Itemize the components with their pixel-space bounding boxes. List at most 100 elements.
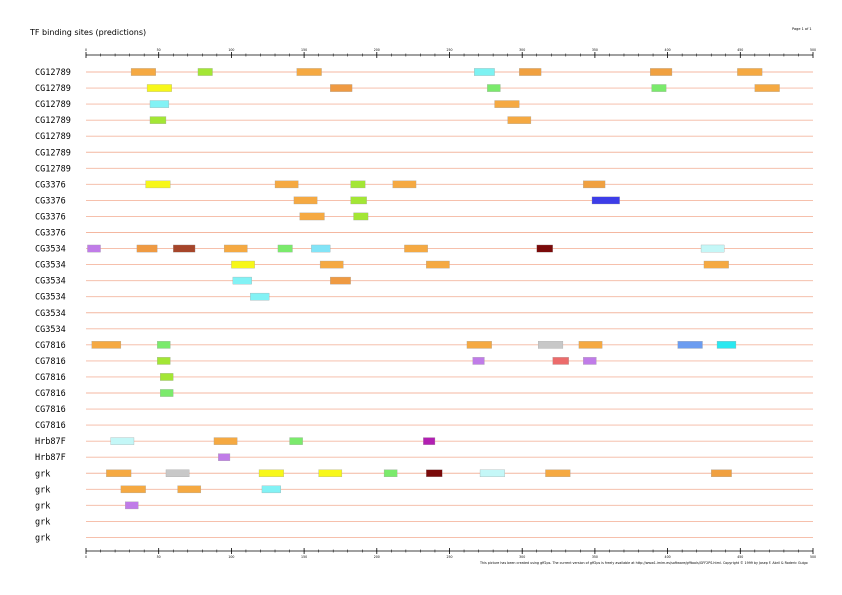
- bottom-axis-tick-label: 150: [301, 555, 307, 559]
- binding-site: [296, 68, 322, 76]
- binding-site: [165, 469, 190, 477]
- track-label: CG3534: [35, 293, 66, 303]
- binding-site: [507, 116, 532, 124]
- track-label: grk: [35, 533, 50, 543]
- binding-site: [149, 116, 167, 124]
- track-label: CG7816: [35, 389, 66, 399]
- binding-site: [149, 100, 170, 108]
- binding-site: [289, 437, 303, 445]
- binding-site: [231, 260, 255, 269]
- binding-site: [700, 244, 725, 253]
- bottom-axis-tick-label: 300: [519, 555, 525, 559]
- binding-site: [136, 244, 158, 253]
- binding-site: [426, 469, 443, 477]
- binding-site: [130, 68, 156, 76]
- binding-site: [350, 180, 366, 189]
- binding-site: [177, 485, 202, 494]
- binding-site: [716, 341, 737, 349]
- binding-site: [250, 292, 270, 301]
- track-label: CG3534: [35, 277, 66, 287]
- binding-site: [583, 180, 606, 189]
- track-label: CG12789: [35, 116, 71, 126]
- top-axis-tick-label: 50: [157, 48, 161, 52]
- binding-site: [552, 357, 569, 365]
- binding-site: [157, 357, 171, 365]
- binding-site: [426, 260, 450, 269]
- footer-credit: This picture has been created using gff2…: [480, 561, 808, 565]
- track-label: CG3534: [35, 245, 66, 255]
- bottom-axis-tick-label: 250: [446, 555, 452, 559]
- binding-site: [157, 341, 171, 349]
- binding-site: [466, 341, 492, 349]
- track-label: CG3376: [35, 180, 66, 190]
- binding-site: [350, 196, 367, 205]
- track-label: grk: [35, 501, 50, 511]
- top-axis-tick-label: 0: [85, 48, 87, 52]
- binding-site: [538, 341, 564, 349]
- bottom-axis-tick-label: 500: [810, 555, 816, 559]
- bottom-axis-tick-label: 0: [85, 555, 87, 559]
- track-label: CG3376: [35, 229, 66, 239]
- binding-site: [146, 84, 172, 92]
- binding-site: [737, 68, 763, 76]
- binding-site: [583, 357, 597, 365]
- binding-site: [392, 180, 417, 189]
- binding-site: [277, 244, 293, 253]
- binding-site: [110, 437, 135, 445]
- binding-site: [299, 212, 325, 221]
- top-axis-tick-label: 500: [810, 48, 816, 52]
- binding-site: [91, 341, 122, 349]
- page-number: Page 1 of 1: [792, 27, 812, 31]
- binding-site: [173, 244, 196, 253]
- page-title: TF binding sites (predictions): [30, 28, 147, 37]
- binding-site: [223, 244, 248, 253]
- track-label: CG12789: [35, 68, 71, 78]
- binding-site: [383, 469, 398, 477]
- binding-site: [651, 84, 667, 92]
- binding-site: [578, 341, 603, 349]
- track-label: CG3534: [35, 325, 66, 335]
- binding-site: [293, 196, 318, 205]
- binding-site: [545, 469, 571, 477]
- track-label: CG7816: [35, 373, 66, 383]
- track-label: CG3534: [35, 261, 66, 271]
- top-axis-tick-label: 250: [446, 48, 452, 52]
- binding-site: [261, 485, 281, 494]
- track-label: CG3376: [35, 212, 66, 222]
- binding-site: [258, 469, 284, 477]
- top-axis-tick-label: 150: [301, 48, 307, 52]
- binding-site: [106, 469, 132, 477]
- track-label: grk: [35, 517, 50, 527]
- bottom-axis-tick-label: 100: [228, 555, 234, 559]
- binding-site: [703, 260, 729, 269]
- top-axis-tick-label: 100: [228, 48, 234, 52]
- track-label: CG12789: [35, 148, 71, 158]
- binding-site: [160, 389, 174, 397]
- track-label: CG12789: [35, 84, 71, 94]
- binding-site: [145, 180, 171, 189]
- track-label: CG3376: [35, 196, 66, 206]
- binding-site: [120, 485, 146, 494]
- binding-site: [650, 68, 673, 76]
- binding-site: [536, 244, 553, 253]
- binding-site: [591, 196, 620, 205]
- track-label: CG7816: [35, 357, 66, 367]
- binding-site: [160, 373, 174, 381]
- binding-site: [479, 469, 505, 477]
- binding-site: [87, 244, 101, 253]
- binding-site: [423, 437, 436, 445]
- track-label: grk: [35, 485, 50, 495]
- binding-site: [232, 276, 252, 285]
- binding-site: [677, 341, 703, 349]
- bottom-axis-tick-label: 400: [665, 555, 671, 559]
- binding-site: [711, 469, 732, 477]
- bottom-axis-tick-label: 50: [157, 555, 161, 559]
- binding-site: [494, 100, 520, 108]
- bottom-axis-tick-label: 200: [374, 555, 380, 559]
- top-axis-tick-label: 350: [592, 48, 598, 52]
- binding-site: [218, 453, 231, 461]
- binding-site: [311, 244, 331, 253]
- track-label: CG7816: [35, 421, 66, 431]
- track-label: Hrb87F: [35, 453, 66, 463]
